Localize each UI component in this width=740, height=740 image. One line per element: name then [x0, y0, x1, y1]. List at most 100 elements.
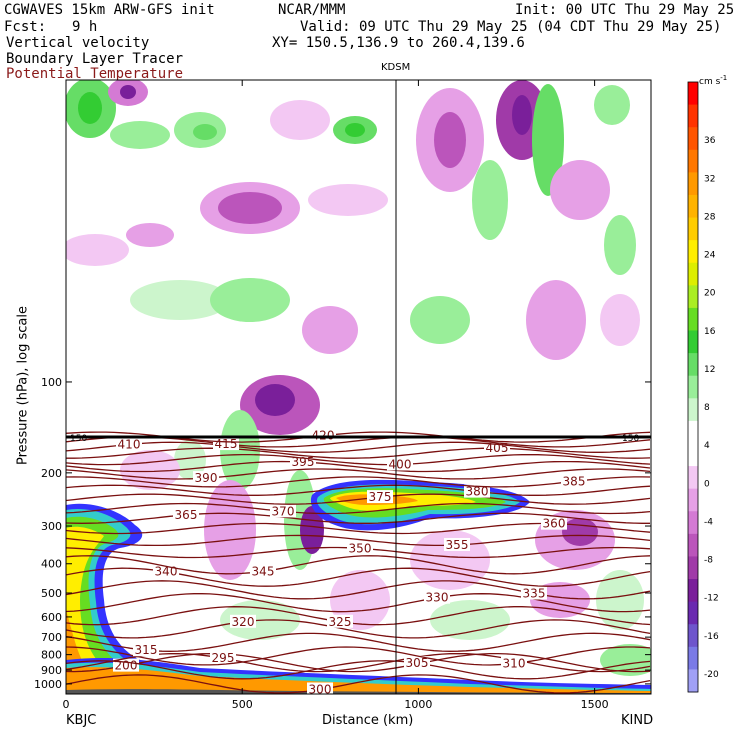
- theta-contour: [66, 460, 651, 473]
- colorbar-label: -4: [704, 517, 713, 527]
- theta-label-bg: [501, 656, 527, 670]
- downdraft-patch: [308, 184, 388, 216]
- colorbar-label: 20: [704, 289, 716, 299]
- model-title: CGWAVES 15km ARW-GFS init: [4, 2, 215, 18]
- updraft-core: [78, 92, 102, 124]
- updraft-patch: [472, 160, 508, 240]
- theta-label-bg: [193, 471, 219, 485]
- station-right-label: KIND: [621, 713, 654, 728]
- theta-contour: [66, 534, 651, 547]
- theta-contour: [66, 580, 651, 600]
- theta-label-bg: [541, 516, 567, 530]
- colorbar-swatch: [688, 511, 698, 535]
- field-potential-temperature: Potential Temperature: [6, 66, 184, 82]
- theta-contour-label: 305: [406, 656, 429, 670]
- theta-contour-label: 375: [369, 490, 392, 504]
- colorbar-swatch: [688, 375, 698, 399]
- xy-range: XY= 150.5,136.9 to 260.4,139.6: [272, 35, 525, 51]
- valid-time: Valid: 09 UTC Thu 29 May 25 (04 CDT Thu …: [300, 19, 722, 35]
- colorbar-label: -12: [704, 594, 719, 604]
- field-boundary-layer-tracer: Boundary Layer Tracer: [6, 51, 184, 67]
- theta-contour: [66, 484, 651, 496]
- downdraft-patch: [526, 280, 586, 360]
- colorbar-unit: cm s-1: [699, 74, 728, 87]
- colorbar-label: 24: [704, 251, 716, 261]
- theta-label-bg: [327, 614, 353, 628]
- tropopause-marker-right: 150: [622, 434, 639, 444]
- downdraft-patch: [126, 223, 174, 247]
- theta-contour: [66, 502, 651, 515]
- colorbar-swatch: [688, 353, 698, 377]
- theta-contour: [66, 493, 651, 505]
- downdraft-core: [512, 95, 532, 135]
- theta-label-bg: [173, 507, 199, 521]
- theta-contour-label: 315: [135, 643, 158, 657]
- colorbar-swatch: [688, 330, 698, 354]
- theta-label-bg: [213, 437, 239, 451]
- theta-contour-label: 370: [272, 504, 295, 518]
- theta-contour-label: 300: [309, 682, 332, 696]
- theta-contour-label: 335: [523, 586, 546, 600]
- colorbar-swatch: [688, 172, 698, 196]
- colorbar-swatch: [688, 104, 698, 128]
- colorbar-swatch: [688, 194, 698, 219]
- theta-label-bg: [387, 457, 413, 471]
- theta-contour-label: 200: [115, 659, 138, 673]
- x-tick-label: 0: [63, 698, 70, 711]
- downdraft-patch: [550, 160, 610, 220]
- theta-contour-label: 410: [118, 437, 141, 451]
- y-tick-label: 900: [41, 664, 62, 677]
- y-tick-label: 400: [41, 558, 62, 571]
- theta-contour: [66, 555, 651, 575]
- colorbar-swatch: [688, 443, 698, 467]
- theta-contour: [66, 646, 651, 666]
- colorbar-swatch: [688, 669, 698, 693]
- colorbar-label: 28: [704, 212, 716, 222]
- y-tick-label: 500: [41, 587, 62, 600]
- theta-contour: [66, 476, 651, 488]
- surface-tracer-core: [66, 667, 651, 694]
- colorbar-swatch: [688, 262, 698, 286]
- colorbar-swatch: [688, 556, 698, 580]
- downdraft-core: [434, 112, 466, 168]
- theta-contour: [66, 447, 651, 459]
- fcst-label: Fcst:: [4, 19, 47, 35]
- y-tick-label: 600: [41, 611, 62, 624]
- theta-contour: [66, 441, 651, 453]
- theta-contour: [66, 453, 651, 466]
- y-tick-label: 300: [41, 520, 62, 533]
- colorbar-label: -8: [704, 556, 713, 566]
- colorbar-label: 16: [704, 327, 716, 337]
- downdraft-core: [562, 518, 598, 546]
- theta-contour-label: 390: [195, 471, 218, 485]
- fcst-value: 9 h: [72, 19, 98, 35]
- plot-frame: [65, 79, 652, 695]
- colorbar-label: 8: [704, 403, 710, 413]
- colorbar-swatch: [688, 285, 698, 309]
- tropopause-marker-left: 150: [70, 434, 87, 444]
- colorbar-swatch: [688, 420, 698, 444]
- downdraft-patch: [270, 100, 330, 140]
- theta-contours: 200 295 300 305 310 315 320 325 330 335 340 345 350 3…: [66, 428, 651, 696]
- x-tick-label: 500: [232, 698, 253, 711]
- theta-contour: [66, 606, 651, 626]
- colorbar-label: 32: [704, 174, 715, 184]
- theta-label-bg: [250, 564, 276, 578]
- colorbar-swatch: [688, 646, 698, 670]
- theta-label-bg: [133, 643, 159, 657]
- colorbar-swatch: [688, 398, 698, 422]
- theta-contour: [66, 652, 651, 673]
- theta-contour-label: 365: [175, 508, 198, 522]
- theta-contour-label: 325: [329, 615, 352, 629]
- colorbar-swatch: [688, 217, 698, 241]
- updraft-patch: [430, 600, 510, 640]
- downdraft-patch: [120, 450, 180, 490]
- theta-label-bg: [116, 437, 142, 451]
- colorbar-frame: [687, 81, 699, 693]
- org-label: NCAR/MMM: [278, 2, 346, 18]
- theta-contour: [66, 652, 651, 673]
- theta-contour-label: 320: [232, 615, 255, 629]
- colorbar-label: 0: [704, 479, 710, 489]
- colorbar-swatch: [688, 82, 698, 106]
